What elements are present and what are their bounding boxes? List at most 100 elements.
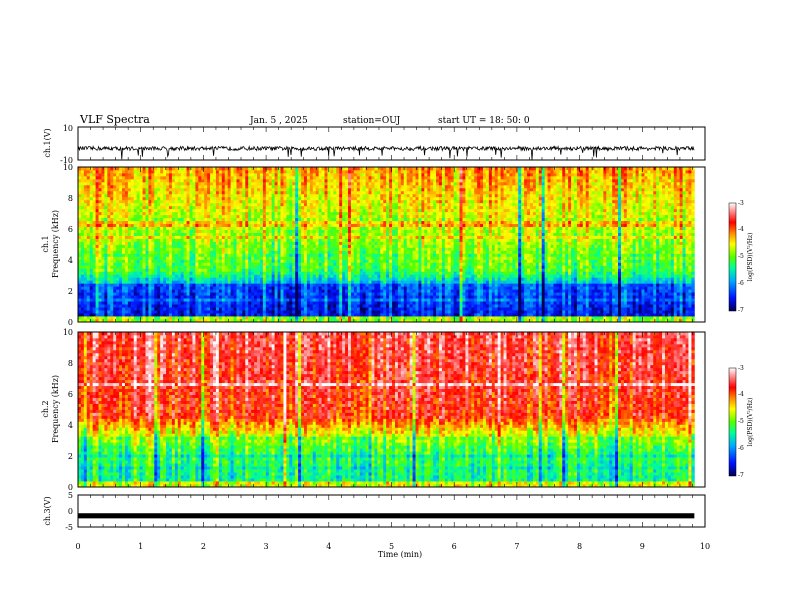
spectrogram-cell: [110, 229, 114, 233]
spectrogram-cell: [163, 244, 167, 248]
spectrogram-cell: [136, 250, 141, 254]
spectrogram-cell: [80, 262, 85, 266]
spectrogram-cell: [233, 277, 237, 281]
spectrogram-cell: [189, 193, 193, 198]
spectrogram-cell: [303, 229, 308, 233]
spectrogram-cell: [242, 301, 246, 305]
spectrogram-cell: [215, 190, 220, 195]
spectrogram-cell: [177, 167, 182, 171]
spectrogram-cell: [166, 223, 170, 228]
spectrogram-cell: [201, 235, 205, 239]
spectrogram-cell: [189, 223, 193, 228]
spectrogram-cell: [254, 265, 258, 269]
spectrogram-cell: [292, 283, 296, 287]
spectrogram-cell: [295, 244, 299, 248]
spectrogram-cell: [257, 205, 261, 210]
spectrogram-cell: [233, 199, 237, 204]
spectrogram-cell: [224, 187, 229, 192]
spectrogram-cell: [306, 268, 311, 272]
spectrogram-cell: [201, 238, 205, 242]
spectrogram-cell: [201, 298, 205, 302]
spectrogram-cell: [148, 208, 152, 213]
spectrogram-cell: [333, 238, 337, 242]
spectrogram-cell: [330, 238, 334, 242]
spectrogram-cell: [254, 223, 258, 228]
spectrogram-cell: [286, 268, 290, 272]
spectrogram-cell: [283, 220, 287, 225]
spectrogram-cell: [271, 187, 276, 192]
spectrogram-cell: [315, 229, 320, 233]
spectrogram-cell: [89, 319, 94, 323]
spectrogram-cell: [101, 196, 105, 201]
spectrogram-cell: [336, 292, 340, 296]
spectrogram-cell: [154, 217, 158, 222]
spectrogram-cell: [301, 241, 305, 245]
spectrogram-cell: [350, 193, 355, 198]
spectrogram-cell: [274, 235, 278, 239]
spectrogram-cell: [195, 283, 199, 287]
spectrogram-cell: [201, 250, 205, 254]
spectrogram-cell: [192, 292, 196, 296]
spectrogram-cell: [221, 310, 226, 314]
spectrogram-cell: [330, 316, 334, 320]
spectrogram-cell: [136, 202, 141, 207]
spectrogram-cell: [251, 181, 255, 186]
spectrogram-cell: [142, 196, 146, 201]
spectrogram-cell: [303, 214, 308, 219]
spectrogram-cell: [86, 310, 91, 314]
spectrogram-cell: [236, 169, 240, 174]
spectrogram-cell: [345, 202, 349, 207]
spectrogram-cell: [257, 238, 261, 242]
spectrogram-cell: [95, 169, 99, 174]
spectrogram-cell: [113, 226, 117, 230]
spectrogram-cell: [298, 238, 302, 242]
spectrogram-cell: [189, 208, 193, 213]
spectrogram-cell: [301, 256, 305, 260]
spectrogram-cell: [83, 238, 88, 242]
spectrogram-cell: [265, 223, 270, 228]
spectrogram-cell: [171, 307, 176, 311]
spectrogram-cell: [280, 220, 284, 225]
spectrogram-cell: [119, 202, 123, 207]
spectrogram-cell: [265, 178, 270, 183]
spectrogram-cell: [136, 229, 141, 233]
spectrogram-cell: [183, 205, 187, 210]
spectrogram-cell: [259, 295, 264, 299]
spectrogram-cell: [110, 253, 114, 257]
spectrogram-cell: [342, 247, 346, 251]
spectrogram-cell: [286, 202, 290, 207]
spectrogram-cell: [236, 232, 240, 236]
spectrogram-cell: [213, 235, 217, 239]
spectrogram-cell: [289, 181, 293, 186]
spectrogram-cell: [124, 217, 129, 222]
spectrogram-cell: [330, 226, 334, 230]
spectrogram-cell: [89, 307, 94, 311]
spectrogram-cell: [80, 172, 85, 177]
spectrogram-cell: [192, 262, 196, 266]
spectrogram-cell: [345, 226, 349, 230]
spectrogram-cell: [277, 214, 281, 219]
spectrogram-cell: [166, 169, 170, 174]
spectrogram-cell: [306, 262, 311, 266]
spectrogram-cell: [86, 286, 91, 290]
spectrogram-cell: [160, 304, 164, 308]
spectrogram-cell: [324, 289, 328, 293]
spectrogram-cell: [142, 211, 146, 216]
spectrogram-cell: [177, 169, 182, 174]
spectrogram-cell: [86, 265, 91, 269]
spectrogram-cell: [145, 256, 149, 260]
spectrogram-cell: [268, 193, 273, 198]
spectrogram-cell: [254, 235, 258, 239]
spectrogram-cell: [174, 238, 179, 242]
spectrogram-cell: [207, 265, 211, 269]
spectrogram-cell: [274, 280, 278, 284]
spectrogram-cell: [168, 265, 173, 269]
spectrogram-cell: [98, 196, 102, 201]
spectrogram-cell: [104, 223, 108, 228]
spectrogram-cell: [204, 217, 208, 222]
spectrogram-cell: [148, 313, 152, 317]
spectrogram-cell: [160, 220, 164, 225]
spectrogram-cell: [254, 247, 258, 251]
spectrogram-cell: [145, 199, 149, 204]
spectrogram-cell: [286, 229, 290, 233]
